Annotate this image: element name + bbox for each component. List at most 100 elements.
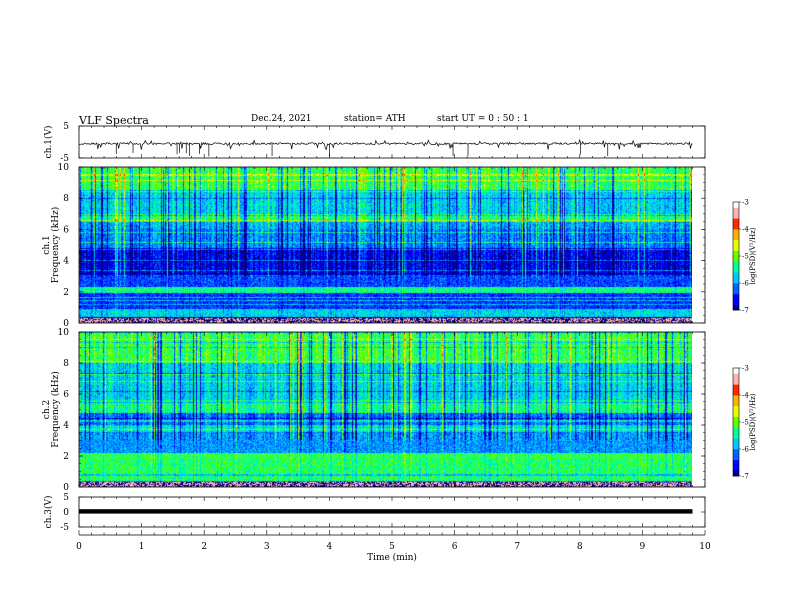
ch1-waveform-ytick-label: 5 [63,122,69,132]
ch1-spectrogram-colorbar-cell [733,304,739,307]
ch2-spectrogram-colorbar-label: log(PSD)(V²/Hz) [749,393,757,450]
ch2-spectrogram-ytick-label: 4 [63,421,69,431]
ch1-spectrogram-colorbar-cell [733,308,739,311]
ch2-spectrogram-colorbar-cell [733,452,739,455]
ch2-spectrogram-colorbar-cell [733,461,739,464]
ch1-spectrogram-colorbar-cell [733,261,739,264]
ch1-waveform-ytick-label: -5 [60,154,69,164]
ch1-spectrogram-colorbar-cell [733,277,739,280]
time-tick-label: 2 [201,542,207,552]
ch2-spectrogram-colorbar-cell [733,398,739,401]
ch3-waveform-panel: 5 0 -5 ch.3(V) [43,493,706,533]
ch1-spectrogram-colorbar-cell [733,283,739,286]
ch2-spectrogram-ytick-label: 0 [63,483,69,493]
ch2-spectrogram-ylabel-channel: ch.2 [42,400,52,419]
ch1-spectrogram-colorbar-cell [733,299,739,302]
ch2-spectrogram-colorbar-cell [733,404,739,407]
ch1-colorbar: -3 -4 -5 -6 -7 log(PSD)(V²/Hz) [732,199,757,315]
ch1-spectrogram-ytick-label: 6 [63,225,69,235]
ch1-spectrogram-colorbar-cell [733,306,739,309]
ch1-spectrogram-colorbar-cell [733,275,739,278]
ch3-waveform-ylabel: ch.3(V) [43,496,54,529]
time-axis: 0 1 2 3 4 5 6 7 8 9 10 Time (min) [76,530,711,563]
ch1-spectrogram-colorbar-cell [733,220,739,223]
ch2-spectrogram-colorbar-cell [733,423,739,426]
ch1-spectrogram-colorbar-cell [733,270,739,273]
ch1-waveform-panel: 5 -5 ch.1(V) [43,122,706,164]
ch2-spectrogram-colorbar-cell [733,369,739,372]
ch1-spectrogram-colorbar-cell [733,256,739,259]
chart-title: VLF Spectra [79,114,149,127]
ch2-spectrogram-colorbar-cell [733,368,739,371]
ch1-spectrogram-colorbar-label: log(PSD)(V²/Hz) [749,227,757,284]
time-tick-label: 8 [577,542,583,552]
ch1-spectrogram-colorbar-cell [733,266,739,269]
ch2-spectrogram-colorbar-cell [733,445,739,448]
ch2-spectrogram-colorbar-cell [733,467,739,470]
station-label: station= ATH [344,114,406,124]
ch2-spectrogram-colorbar-cell [733,407,739,410]
ch1-spectrogram-colorbar-cell [733,207,739,210]
ch2-spectrogram-ytick-label: 2 [63,452,69,462]
ch2-spectrogram-colorbar-cell [733,420,739,423]
ch2-spectrogram-colorbar-cell [733,454,739,457]
ch2-spectrogram-colorbar-cell [733,441,739,444]
ch1-spectrogram-colorbar-cell [733,284,739,287]
ch1-spectrogram-colorbar-cell [733,239,739,242]
ch2-spectrogram-colorbar-cell [733,440,739,443]
ch2-spectrogram-colorbar-cell [733,386,739,389]
ch2-spectrogram-colorbar-cell [733,450,739,453]
ch1-spectrogram-colorbar-cell [733,205,739,208]
ch2-spectrogram-colorbar-cell [733,378,739,381]
time-tick-label: 3 [264,542,270,552]
ch1-spectrogram-colorbar-cell [733,257,739,260]
ch2-spectrogram-colorbar-cell [733,402,739,405]
ch1-spectrogram-colorbar-cell [733,212,739,215]
ch1-spectrogram-colorbar-cell [733,263,739,266]
ch2-spectrogram-panel: 0 2 4 6 8 10 ch.2 Frequency (kHz) [42,328,706,493]
time-tick-label: 7 [514,542,520,552]
ch2-spectrogram-colorbar-cell [733,414,739,417]
ch2-spectrogram-colorbar-cell [733,418,739,421]
ch3-waveform-ytick-label: 0 [63,508,69,518]
ch2-spectrogram-colorbar-cell [733,375,739,378]
ch1-spectrogram-colorbar-cell [733,232,739,235]
ch1-spectrogram-colorbar-cell [733,243,739,246]
time-tick-label: 4 [327,542,333,552]
ch1-spectrogram-ytick-label: 10 [58,163,70,173]
ch1-spectrogram-colorbar-cell [733,216,739,219]
ch1-spectrogram-colorbar-cell [733,221,739,224]
ch1-spectrogram-colorbar-tick-label: -4 [742,226,749,234]
ch1-spectrogram-colorbar-cell [733,241,739,244]
ch2-spectrogram-colorbar-cell [733,474,739,477]
ch1-spectrogram-colorbar-tick-label: -3 [742,199,749,207]
ch2-spectrogram-colorbar-cell [733,382,739,385]
ch2-spectrogram-colorbar-cell [733,470,739,473]
ch2-spectrogram-colorbar-cell [733,427,739,430]
ch1-spectrogram-colorbar-cell [733,286,739,289]
ch3-waveform-ytick-label: -5 [60,523,69,533]
ch1-spectrogram-colorbar-cell [733,234,739,237]
ch3-waveform-ytick-label: 5 [63,493,69,503]
ch2-spectrogram-colorbar-cell [733,447,739,450]
ch2-spectrogram-colorbar-cell [733,393,739,396]
ch1-spectrogram-colorbar-cell [733,272,739,275]
ch1-spectrogram-colorbar-cell [733,223,739,226]
ch1-spectrogram-colorbar-cell [733,230,739,233]
time-tick-label: 5 [389,542,395,552]
ch1-spectrogram-colorbar-cell [733,302,739,305]
ch1-spectrogram-ytick-label: 4 [63,257,69,267]
ch2-colorbar: -3 -4 -5 -6 -7 log(PSD)(V²/Hz) [732,365,757,481]
ch2-spectrogram-colorbar-cell [733,463,739,466]
ch2-spectrogram-ytick-label: 8 [63,359,69,369]
ch1-spectrogram-colorbar-cell [733,203,739,206]
ch1-spectrogram-colorbar-cell [733,274,739,277]
ch1-spectrogram-colorbar-cell [733,248,739,251]
ch2-spectrogram-colorbar-cell [733,459,739,462]
ch1-spectrogram-colorbar-cell [733,236,739,239]
ch1-spectrogram-colorbar-tick-label: -6 [742,280,749,288]
ch2-spectrogram-ytick-label: 10 [58,328,70,338]
ch1-spectrogram-ylabel-channel: ch.1 [42,235,52,254]
ch1-spectrogram-colorbar-cell [733,265,739,268]
ch2-spectrogram-colorbar-cell [733,458,739,461]
